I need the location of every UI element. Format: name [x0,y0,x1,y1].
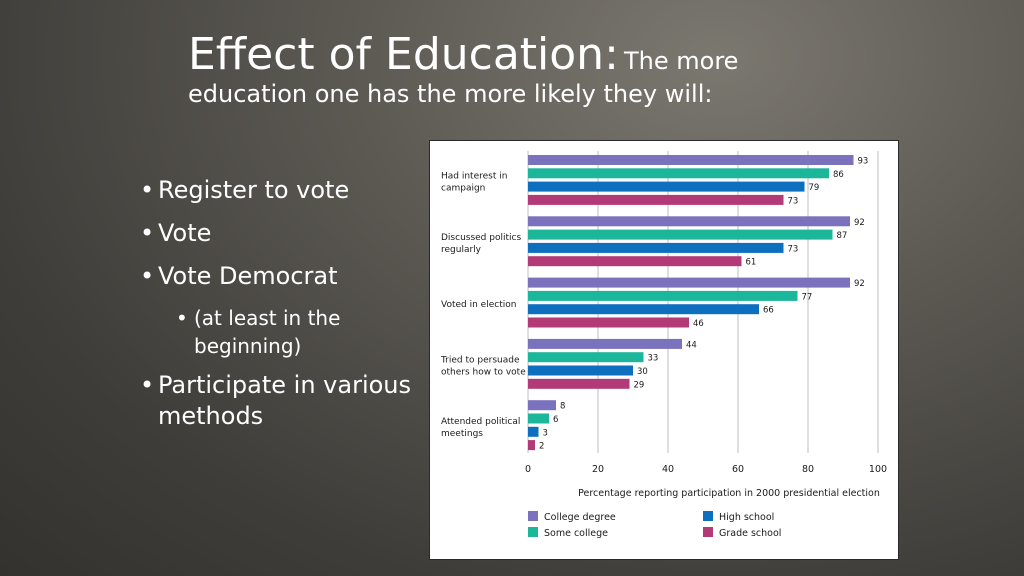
slide-title-sub-line2: education one has the more likely they w… [188,79,713,108]
x-tick-label: 20 [592,464,604,475]
bar [528,338,682,349]
data-label: 79 [809,183,820,193]
category-label: Discussed politics [441,233,521,243]
data-label: 30 [637,367,648,377]
bar [528,440,535,451]
data-label: 92 [854,218,865,228]
bar [528,352,644,363]
category-label: regularly [441,245,482,255]
data-label: 29 [634,380,645,390]
data-label: 61 [746,258,757,268]
data-label: 92 [854,279,865,289]
legend-swatch [528,511,538,521]
data-label: 44 [686,340,697,350]
slide-title-main: Effect of Education: [188,29,619,80]
chart-panel: Had interest in campaign 93 86 79 73 Discussed… [429,140,899,560]
bar [528,229,833,240]
data-label: 46 [693,319,704,329]
bar-chart: Had interest in campaign 93 86 79 73 Discussed… [440,151,887,539]
legend-swatch [703,527,713,537]
bar [528,168,829,179]
x-axis-label: Percentage reporting participation in 20… [578,488,880,499]
x-tick-label: 0 [525,464,531,475]
data-label: 6 [553,415,558,425]
legend-swatch [703,511,713,521]
bullet-item: Vote Democrat [140,261,430,292]
bar [528,290,798,301]
data-label: 73 [788,196,799,206]
legend-label: College degree [544,512,616,523]
bar [528,378,630,389]
legend-label: High school [719,512,774,523]
legend-label: Grade school [719,528,781,539]
bar [528,304,759,315]
category-label: Had interest in [441,172,507,182]
category-label: others how to vote [441,368,526,378]
bullet-list: Register to vote Vote Vote Democrat (at … [140,175,430,444]
data-label: 66 [763,306,774,316]
data-label: 2 [539,442,544,452]
x-tick-label: 100 [869,464,887,475]
bar [528,242,784,253]
data-label: 8 [560,402,565,412]
data-label: 3 [543,428,548,438]
data-label: 87 [837,231,848,241]
category-label: Attended political [441,417,520,427]
data-label: 93 [858,157,869,167]
bullet-item: Register to vote [140,175,430,206]
bar [528,365,633,376]
x-tick-label: 40 [662,464,674,475]
category-label: meetings [441,429,483,439]
x-tick-label: 80 [802,464,814,475]
data-label: 73 [788,244,799,254]
bar [528,155,854,165]
slide-title-sub: The more [623,47,739,75]
bullet-item: Vote [140,218,430,249]
bar [528,400,556,411]
bar [528,181,805,192]
legend-label: Some college [544,528,608,539]
x-tick-label: 60 [732,464,744,475]
bar [528,256,742,267]
legend-swatch [528,527,538,537]
data-label: 33 [648,354,659,364]
bar [528,426,539,437]
bar [528,216,850,227]
slide-title: Effect of Education: The more education … [188,29,808,108]
bar [528,317,689,328]
bar [528,194,784,205]
sub-bullet-item: (at least in the beginning) [176,304,430,360]
bar [528,413,549,424]
data-label: 77 [802,292,813,302]
category-label: Tried to persuade [440,356,520,366]
bar [528,277,850,288]
category-label: campaign [441,184,485,194]
data-label: 86 [833,170,844,180]
bullet-item: Participate in various methods [140,370,430,432]
category-label: Voted in election [441,300,516,310]
